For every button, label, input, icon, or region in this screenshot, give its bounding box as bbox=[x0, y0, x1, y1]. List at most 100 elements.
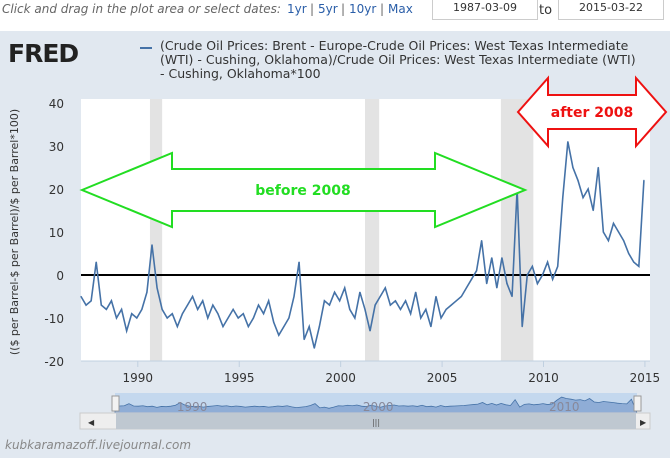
data-point bbox=[141, 308, 143, 310]
data-point bbox=[278, 334, 280, 336]
date-hint: Click and drag in the plot area or selec… bbox=[2, 2, 281, 16]
data-point bbox=[268, 300, 270, 302]
data-point bbox=[394, 300, 397, 302]
data-point bbox=[607, 240, 610, 242]
data-point bbox=[156, 287, 158, 289]
separator: | bbox=[341, 2, 346, 16]
data-point bbox=[318, 326, 320, 328]
data-point bbox=[171, 313, 173, 315]
range-5yr[interactable]: 5yr bbox=[318, 2, 338, 16]
data-point bbox=[186, 304, 189, 306]
data-point bbox=[617, 231, 620, 233]
data-point bbox=[435, 295, 437, 298]
data-point bbox=[166, 317, 168, 319]
range-10yr[interactable]: 10yr bbox=[349, 2, 377, 16]
navigator-handle[interactable] bbox=[633, 395, 642, 412]
data-point bbox=[339, 300, 341, 302]
data-point bbox=[197, 308, 199, 310]
data-point bbox=[470, 278, 473, 280]
range-max[interactable]: Max bbox=[388, 2, 413, 16]
data-point bbox=[242, 313, 244, 315]
x-tick-label: 2015 bbox=[630, 371, 661, 385]
data-point bbox=[354, 317, 356, 319]
before-2008-arrow bbox=[79, 151, 528, 229]
x-tick-label: 1990 bbox=[123, 371, 154, 385]
data-point bbox=[202, 300, 204, 302]
toolbar: Click and drag in the plot area or selec… bbox=[0, 0, 670, 30]
range-1yr[interactable]: 1yr bbox=[287, 2, 307, 16]
scrollbar-thumb[interactable] bbox=[116, 413, 636, 429]
data-point bbox=[262, 313, 265, 315]
data-point bbox=[465, 287, 468, 289]
after-2008-arrow bbox=[516, 75, 668, 149]
data-point bbox=[506, 283, 508, 285]
data-point bbox=[486, 283, 488, 285]
data-point bbox=[237, 317, 239, 319]
data-point bbox=[638, 265, 640, 267]
data-point bbox=[501, 257, 503, 259]
navigator-tick-label: 2010 bbox=[549, 400, 580, 414]
y-tick-label: -20 bbox=[44, 355, 64, 369]
recession-bar bbox=[500, 99, 534, 361]
data-point bbox=[232, 308, 234, 310]
scrollbar-grip-icon: ||| bbox=[372, 418, 380, 427]
data-point bbox=[425, 308, 427, 310]
data-point bbox=[257, 304, 260, 306]
data-point bbox=[567, 141, 569, 143]
data-point bbox=[496, 287, 498, 289]
to-label: to bbox=[539, 3, 553, 18]
data-point bbox=[541, 274, 544, 276]
data-point bbox=[557, 265, 559, 267]
y-tick-label: -10 bbox=[44, 312, 64, 326]
recession-bar bbox=[149, 99, 163, 361]
y-tick-label: 30 bbox=[49, 140, 64, 154]
data-point bbox=[126, 330, 128, 332]
data-point bbox=[85, 304, 87, 306]
data-point bbox=[328, 304, 331, 306]
navigator-handle[interactable] bbox=[111, 395, 120, 412]
data-point bbox=[313, 347, 315, 349]
data-point bbox=[95, 261, 97, 263]
data-point bbox=[420, 317, 422, 319]
data-point bbox=[115, 317, 118, 319]
data-point bbox=[592, 209, 594, 212]
watermark: kubkaramazoff.livejournal.com bbox=[5, 438, 192, 452]
data-point bbox=[399, 308, 402, 310]
data-point bbox=[333, 291, 336, 293]
x-tick-label: 2000 bbox=[325, 371, 356, 385]
data-point bbox=[531, 265, 533, 267]
data-point bbox=[582, 197, 584, 199]
x-tick-label: 1995 bbox=[224, 371, 255, 385]
data-point bbox=[623, 240, 625, 242]
recession-bar bbox=[364, 99, 380, 361]
data-point bbox=[323, 300, 326, 302]
data-point bbox=[176, 326, 178, 328]
data-point bbox=[222, 326, 224, 328]
fred-logo: FRED bbox=[8, 39, 79, 68]
end-date-input[interactable]: 2015-03-22 bbox=[558, 0, 664, 20]
scroll-right-icon[interactable]: ▶ bbox=[640, 418, 647, 427]
data-point bbox=[136, 317, 138, 319]
data-point bbox=[404, 300, 407, 302]
data-point bbox=[562, 197, 564, 199]
data-point bbox=[146, 291, 148, 293]
data-point bbox=[374, 304, 376, 306]
data-point bbox=[643, 179, 645, 181]
start-date-input[interactable]: 1987-03-09 bbox=[432, 0, 538, 20]
data-point bbox=[217, 313, 219, 315]
data-point bbox=[526, 274, 528, 276]
scroll-left-icon[interactable]: ◀ bbox=[88, 418, 95, 427]
data-point bbox=[536, 283, 539, 285]
data-point bbox=[430, 326, 432, 328]
y-axis-label: (($ per Barrel-$ per Barrel)/$ per Barre… bbox=[8, 109, 21, 355]
data-point bbox=[90, 300, 92, 302]
y-tick-label: 20 bbox=[49, 183, 64, 197]
data-point bbox=[191, 295, 194, 298]
x-tick-label: 2010 bbox=[528, 371, 559, 385]
data-series-line bbox=[80, 141, 645, 349]
legend-label[interactable]: (Crude Oil Prices: Brent - Europe-Crude … bbox=[160, 38, 636, 81]
separator: | bbox=[380, 2, 385, 16]
data-point bbox=[131, 313, 133, 315]
data-point bbox=[110, 300, 113, 302]
